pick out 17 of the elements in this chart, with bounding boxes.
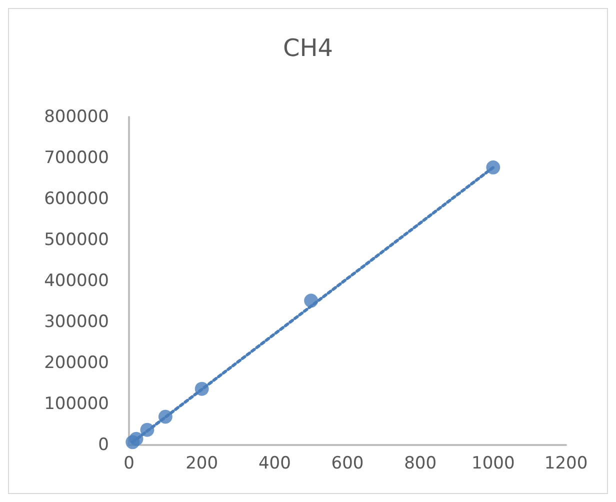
x-tick-label: 1000 xyxy=(472,454,515,474)
x-tick-label: 1200 xyxy=(544,454,588,474)
x-tick-label: 200 xyxy=(186,454,218,474)
y-tick-label: 0 xyxy=(98,435,109,455)
chart-title: CH4 xyxy=(282,34,334,62)
x-tick-label: 400 xyxy=(258,454,291,474)
y-tick-label: 600000 xyxy=(44,189,109,209)
y-tick-label: 200000 xyxy=(44,353,109,373)
x-tick-label: 0 xyxy=(124,454,134,474)
y-tick-label: 700000 xyxy=(44,148,109,168)
y-tick-label: 800000 xyxy=(44,107,109,127)
x-tick-label: 800 xyxy=(404,454,437,474)
y-tick-label: 100000 xyxy=(44,394,109,414)
y-tick-label: 400000 xyxy=(44,271,109,291)
x-tick-label: 600 xyxy=(331,454,364,474)
y-tick-label: 500000 xyxy=(44,230,109,250)
y-tick-label: 300000 xyxy=(44,312,109,332)
